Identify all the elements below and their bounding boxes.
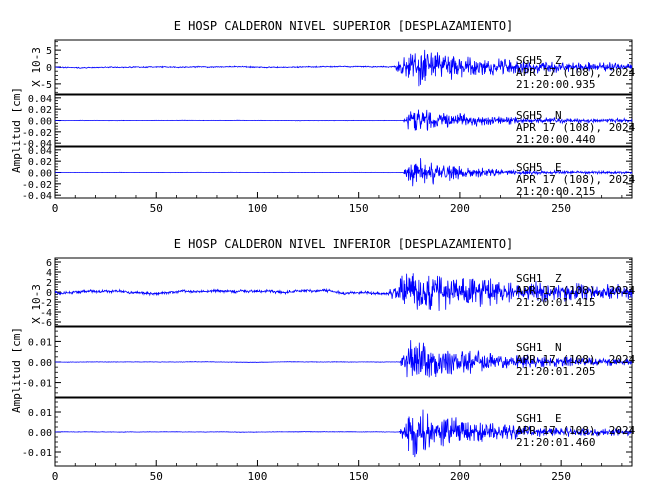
component-label: E — [555, 412, 562, 425]
component-label: N — [555, 341, 562, 354]
scale-label: X 10-3 — [30, 47, 43, 87]
chart-inferior: E HOSP CALDERON NIVEL INFERIOR [DESPLAZA… — [10, 237, 636, 483]
y-tick-label: 5 — [46, 46, 52, 57]
y-tick-label: 0.00 — [28, 428, 52, 439]
chart-title: E HOSP CALDERON NIVEL SUPERIOR [DESPLAZA… — [174, 19, 514, 33]
waveform-trace — [54, 409, 633, 458]
x-tick-label: 200 — [450, 202, 470, 215]
time-label: 21:20:00.935 — [516, 78, 595, 91]
component-label: E — [555, 161, 562, 174]
chart-superior: E HOSP CALDERON NIVEL SUPERIOR [DESPLAZA… — [10, 19, 636, 215]
x-tick-label: 50 — [150, 202, 163, 215]
y-tick-label: -6 — [40, 318, 52, 329]
station-label: SGH1 — [516, 272, 543, 285]
component-label: Z — [555, 54, 562, 67]
y-tick-label: -0.01 — [22, 448, 52, 459]
y-tick-label: 0.02 — [28, 105, 52, 116]
x-tick-label: 100 — [248, 470, 268, 483]
y-tick-label: 0.04 — [28, 94, 52, 105]
y-tick-label: -0.02 — [22, 128, 52, 139]
date-label: APR 17 (108), 2024 — [516, 66, 636, 79]
y-tick-label: 0.02 — [28, 157, 52, 168]
y-axis-label: Amplitud [cm] — [10, 327, 23, 413]
y-tick-label: -4 — [40, 308, 52, 319]
x-tick-label: 0 — [52, 470, 59, 483]
x-tick-label: 50 — [150, 470, 163, 483]
chart-title: E HOSP CALDERON NIVEL INFERIOR [DESPLAZA… — [174, 237, 514, 251]
time-label: 21:20:00.215 — [516, 185, 595, 198]
x-tick-label: 150 — [349, 202, 369, 215]
y-axis-label: Amplitud [cm] — [10, 87, 23, 173]
y-tick-label: -5 — [40, 80, 52, 91]
x-tick-label: 150 — [349, 470, 369, 483]
station-label: SGH5 — [516, 54, 543, 67]
waveform-trace — [54, 109, 633, 131]
x-tick-label: 250 — [551, 202, 571, 215]
y-tick-label: 2 — [46, 278, 52, 289]
y-tick-label: 4 — [46, 268, 52, 279]
x-tick-label: 0 — [52, 202, 59, 215]
y-tick-label: 6 — [46, 258, 52, 269]
station-label: SGH5 — [516, 109, 543, 122]
y-tick-label: -0.04 — [22, 191, 52, 202]
waveform-trace — [54, 49, 633, 87]
y-tick-label: -0.02 — [22, 180, 52, 191]
x-tick-label: 100 — [248, 202, 268, 215]
scale-label: X 10-3 — [30, 284, 43, 324]
y-tick-label: 0.04 — [28, 146, 52, 157]
waveform-trace — [54, 273, 633, 311]
waveform-trace — [54, 340, 633, 378]
x-axis: 0 50 100 150 200 250 — [52, 460, 623, 483]
station-label: SGH1 — [516, 341, 543, 354]
time-label: 21:20:01.460 — [516, 436, 595, 449]
y-tick-label: 0.00 — [28, 117, 52, 128]
y-tick-label: -0.01 — [22, 379, 52, 390]
waveform-trace — [54, 158, 633, 187]
station-label: SGH5 — [516, 161, 543, 174]
station-label: SGH1 — [516, 412, 543, 425]
y-tick-label: 0.00 — [28, 358, 52, 369]
x-axis: 0 50 100 150 200 250 — [52, 192, 623, 215]
date-label: APR 17 (108), 2024 — [516, 121, 636, 134]
component-label: N — [555, 109, 562, 122]
x-tick-label: 200 — [450, 470, 470, 483]
y-tick-label: 0.01 — [28, 408, 52, 419]
y-tick-label: 0 — [46, 288, 52, 299]
y-tick-label: 0.01 — [28, 337, 52, 348]
x-tick-label: 250 — [551, 470, 571, 483]
date-label: APR 17 (108), 2024 — [516, 424, 636, 437]
time-label: 21:20:01.415 — [516, 296, 595, 309]
y-tick-label: -2 — [40, 298, 52, 309]
time-label: 21:20:01.205 — [516, 365, 595, 378]
component-label: Z — [555, 272, 562, 285]
y-tick-label: 0.00 — [28, 169, 52, 180]
date-label: APR 17 (108), 2024 — [516, 284, 636, 297]
y-tick-label: 0 — [46, 63, 52, 74]
date-label: APR 17 (108), 2024 — [516, 173, 636, 186]
date-label: APR 17 (108), 2024 — [516, 353, 636, 366]
time-label: 21:20:00.440 — [516, 133, 595, 146]
y-tick-label: -0.04 — [22, 139, 52, 150]
